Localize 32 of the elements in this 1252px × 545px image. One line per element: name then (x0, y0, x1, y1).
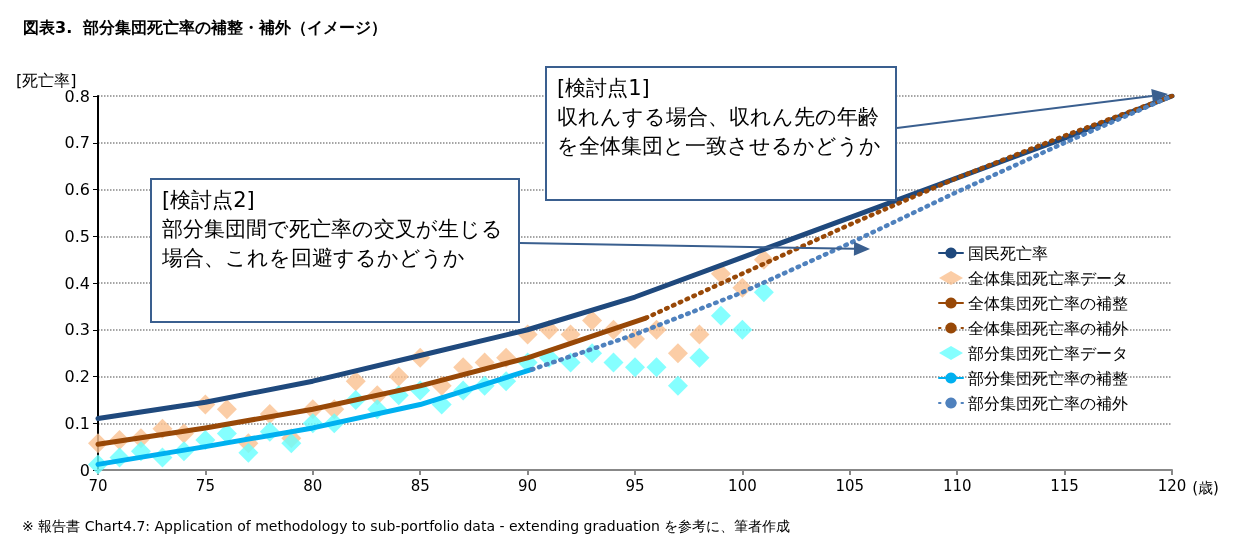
text: ※ 報告書 Chart4.7: Application of methodology to sub-portfolio data - extending graduation を参考に、筆者作成 (22, 518, 791, 534)
legend-label: 部分集団死亡率の補外 (968, 393, 1128, 413)
chart-title: 図表3. 部分集団死亡率の補整・補外（イメージ） (23, 17, 388, 37)
legend-label: 部分集団死亡率データ (968, 343, 1128, 363)
y-tick-label: 0.3 (64, 320, 90, 340)
x-tick-label: 110 (942, 476, 972, 495)
y-tick-label: 0.7 (64, 133, 90, 153)
y-tick-label: 0.6 (64, 180, 90, 199)
callout-box: [検討点2] 部分集団間で死亡率の交叉が生じる場合、これを回避するかどうか (150, 178, 520, 323)
y-axis-title: [死亡率] (16, 70, 77, 90)
x-tick-label: 120 (1157, 476, 1187, 495)
x-tick-label: 100 (728, 476, 757, 495)
x-tick-label: 75 (195, 476, 215, 495)
y-tick-label: 0.1 (64, 413, 90, 433)
x-tick-label: 80 (303, 476, 323, 495)
y-tick-label: 0.2 (64, 367, 90, 386)
x-tick-label: 105 (835, 476, 865, 495)
y-tick-label: 0.5 (64, 226, 90, 246)
x-tick-label: 95 (625, 476, 645, 495)
x-axis-title: (歳) (1192, 478, 1219, 497)
y-tick-label: 0 (79, 460, 90, 480)
x-tick-label: 90 (518, 476, 538, 495)
legend-label: 国民死亡率 (968, 243, 1048, 263)
x-tick-label: 115 (1050, 476, 1079, 495)
legend-label: 部分集団死亡率の補整 (968, 368, 1128, 388)
legend-label: 全体集団死亡率データ (968, 268, 1128, 288)
legend-label: 全体集団死亡率の補外 (968, 318, 1128, 338)
callout-box: [検討点1] 収れんする場合、収れん先の年齢を全体集団と一致させるかどうか (545, 66, 897, 201)
y-tick-label: 0.4 (64, 273, 90, 293)
x-tick-label: 85 (410, 476, 430, 495)
legend-label: 全体集団死亡率の補整 (968, 293, 1128, 313)
x-tick-label: 70 (88, 476, 108, 495)
